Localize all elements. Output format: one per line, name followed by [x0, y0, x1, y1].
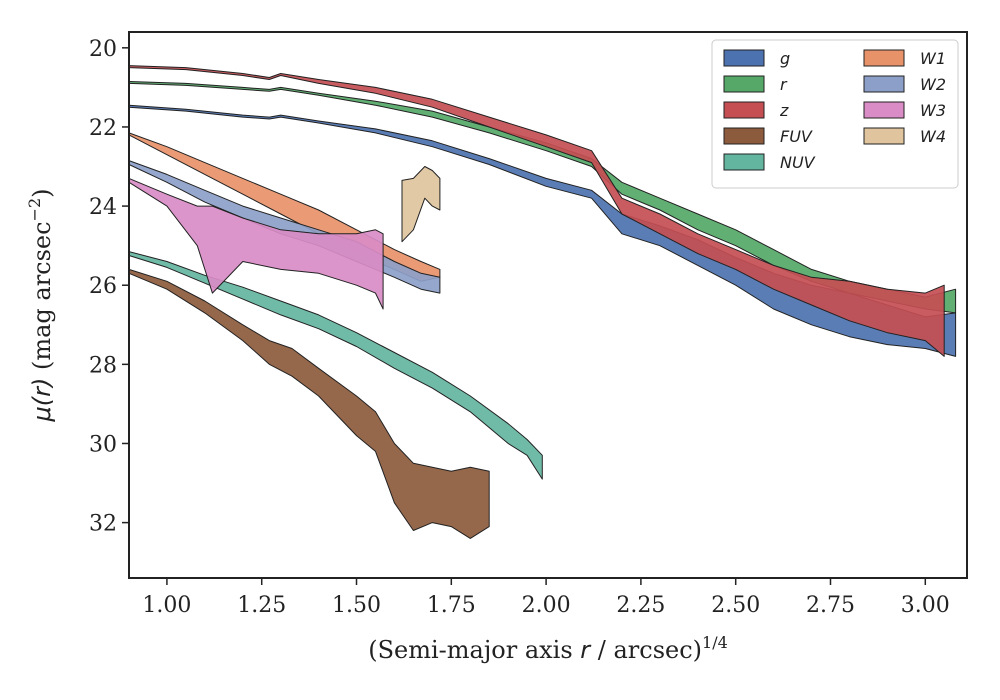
- x-tick-label: 2.75: [806, 593, 855, 618]
- legend-label-w2: W2: [920, 75, 946, 94]
- x-tick-label: 1.00: [142, 593, 191, 618]
- y-axis-label: μ(r) (mag arcsec−2): [25, 188, 56, 422]
- x-tick-label: 2.00: [522, 593, 571, 618]
- plot-frame: [128, 31, 968, 579]
- ticks-layer: 1.00 1.25 1.50 1.75 2.00 2.25 2.50 2.75 3.00 20 22…: [89, 37, 950, 618]
- y-tick-label: 32: [89, 512, 117, 537]
- legend-label-r: r: [780, 75, 788, 94]
- y-tick-label: 30: [89, 432, 117, 457]
- legend-swatch-fuv: [723, 127, 765, 145]
- legend-swatch-w1: [863, 49, 905, 67]
- legend-swatch-w4: [863, 127, 905, 145]
- legend-swatch-g: [723, 49, 765, 67]
- series-band-z: [128, 65, 945, 357]
- legend-label-nuv: NUV: [780, 153, 816, 172]
- legend-label-fuv: FUV: [780, 127, 813, 146]
- y-tick-label: 26: [89, 274, 117, 299]
- x-axis-label: (Semi-major axis r / arcsec)1/4: [368, 633, 728, 664]
- series-band-w3: [128, 177, 384, 310]
- x-tick-label: 1.50: [332, 593, 381, 618]
- series-band-g: [128, 104, 957, 357]
- x-tick-label: 1.75: [427, 593, 476, 618]
- series-band-nuv: [128, 251, 543, 480]
- legend-label-w1: W1: [920, 49, 946, 68]
- series-layer: [128, 65, 957, 539]
- legend-swatch-z: [723, 101, 765, 119]
- legend-label-g: g: [780, 49, 790, 68]
- y-tick-label: 20: [89, 37, 117, 62]
- series-band-w4: [401, 166, 441, 243]
- y-tick-label: 22: [89, 116, 117, 141]
- legend-swatch-r: [723, 75, 765, 93]
- legend-label-z: z: [779, 101, 789, 120]
- legend-label-w4: W4: [920, 127, 946, 146]
- y-tick-label: 24: [89, 195, 117, 220]
- x-tick-label: 2.25: [616, 593, 665, 618]
- legend-swatch-w2: [863, 75, 905, 93]
- y-tick-label: 28: [89, 353, 117, 378]
- legend-swatch-nuv: [723, 153, 765, 171]
- legend-label-w3: W3: [920, 101, 946, 120]
- legend-swatch-w3: [863, 101, 905, 119]
- legend: grz FUV NUV W1 W2 W3 W4: [711, 39, 959, 189]
- x-tick-label: 2.50: [711, 593, 760, 618]
- x-tick-label: 3.00: [901, 593, 950, 618]
- x-tick-label: 1.25: [237, 593, 286, 618]
- series-band-fuv: [128, 268, 490, 539]
